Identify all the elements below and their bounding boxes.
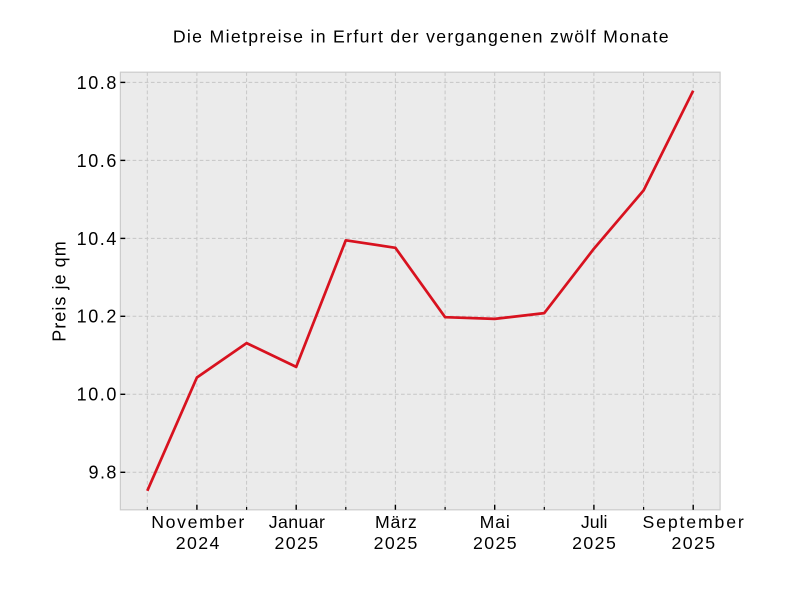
svg-text:2024: 2024 [176,533,221,553]
svg-text:9.8: 9.8 [89,463,118,483]
svg-text:10.8: 10.8 [77,73,118,93]
svg-text:10.4: 10.4 [77,229,118,249]
svg-text:2025: 2025 [473,533,518,553]
svg-text:10.6: 10.6 [77,151,118,171]
svg-text:Januar: Januar [269,512,326,532]
svg-text:September: September [643,512,746,532]
svg-text:November: November [151,512,246,532]
svg-text:10.2: 10.2 [77,307,118,327]
svg-text:2025: 2025 [374,533,419,553]
svg-text:2025: 2025 [274,533,319,553]
svg-text:März: März [375,512,418,532]
svg-text:2025: 2025 [572,533,617,553]
svg-text:Preis je qm: Preis je qm [49,240,69,342]
svg-text:Juli: Juli [581,512,608,532]
svg-text:2025: 2025 [671,533,716,553]
svg-text:10.0: 10.0 [77,385,118,405]
svg-text:Mai: Mai [480,512,511,532]
svg-text:Die Mietpreise in Erfurt der v: Die Mietpreise in Erfurt der vergangenen… [173,27,670,47]
